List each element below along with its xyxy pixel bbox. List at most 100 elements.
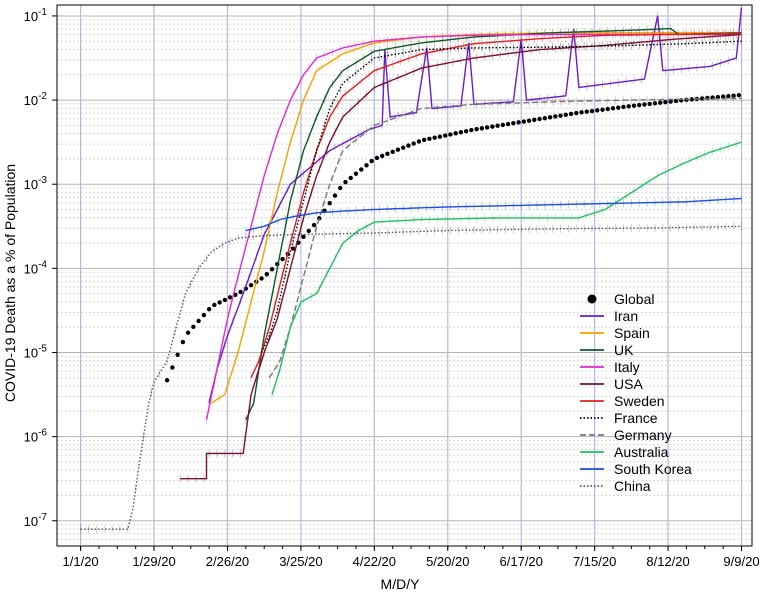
y-tick-label: 10-1 (24, 7, 48, 24)
point-global (610, 106, 616, 111)
point-global (500, 122, 506, 128)
point-global (390, 149, 395, 154)
point-global (479, 126, 485, 131)
point-global (600, 107, 605, 112)
y-tick-label: 10-2 (24, 91, 48, 108)
legend-item-italy: Italy (580, 359, 640, 375)
point-global (469, 127, 474, 133)
point-global (180, 339, 186, 345)
line-usa (180, 33, 742, 480)
legend-item-germany: Germany (580, 427, 672, 443)
series-global (164, 93, 742, 383)
point-global (532, 117, 537, 123)
point-global (568, 111, 574, 117)
point-global (616, 105, 621, 110)
point-global (448, 132, 453, 137)
point-global (442, 133, 448, 138)
plot-frame (56, 4, 753, 547)
point-global (537, 116, 542, 122)
x-tick-label: 2/26/20 (206, 554, 249, 569)
legend-label: China (614, 478, 651, 494)
point-global (495, 123, 500, 128)
point-global (196, 318, 201, 324)
point-global (185, 330, 191, 335)
point-global (463, 128, 469, 134)
point-global (642, 102, 647, 107)
point-global (516, 120, 521, 125)
point-global (511, 121, 516, 126)
point-global (416, 139, 422, 144)
point-global (327, 200, 332, 206)
point-global (301, 234, 306, 239)
point-global (332, 193, 338, 198)
point-global (658, 100, 663, 105)
point-global (432, 135, 437, 140)
x-tick-label: 5/20/20 (426, 554, 469, 569)
point-global (400, 145, 406, 150)
grid (57, 5, 752, 546)
legend-label: Germany (614, 427, 672, 443)
legend-label: South Korea (614, 461, 692, 477)
point-global (238, 289, 243, 295)
point-global (574, 110, 579, 116)
point-global (269, 266, 275, 272)
x-tick-label: 6/17/20 (500, 554, 543, 569)
point-global (731, 93, 736, 98)
point-global (626, 104, 631, 109)
y-tick-label: 10-6 (24, 428, 48, 445)
point-global (621, 104, 626, 110)
point-global (584, 109, 589, 114)
x-tick-label: 7/15/20 (573, 554, 616, 569)
point-global (380, 153, 385, 159)
point-global (668, 99, 673, 104)
point-global (595, 108, 600, 113)
legend-marker (587, 294, 597, 304)
point-global (437, 134, 443, 139)
point-global (374, 155, 380, 161)
point-global (170, 365, 175, 370)
y-axis-title: COVID-19 Death as a % of Population (2, 164, 18, 402)
line-australia (271, 141, 742, 395)
point-global (406, 143, 411, 148)
line-germany (268, 97, 742, 379)
series-china (80, 222, 742, 534)
series-france (260, 37, 742, 357)
legend-item-iran: Iran (580, 308, 638, 324)
legend-label: Sweden (614, 393, 665, 409)
legend-label: Italy (614, 359, 640, 375)
point-global (217, 300, 222, 305)
point-global (248, 282, 254, 288)
legend-item-south-korea: South Korea (580, 461, 692, 477)
point-global (201, 312, 207, 318)
point-global (453, 131, 458, 136)
y-tick-label: 10-3 (24, 175, 48, 192)
point-global (306, 228, 311, 234)
legend-item-sweden: Sweden (580, 393, 665, 409)
point-global (206, 306, 212, 312)
point-global (348, 175, 353, 181)
point-global (558, 113, 563, 118)
legend-item-australia: Australia (580, 444, 669, 460)
line-spain (211, 32, 742, 404)
point-global (484, 125, 490, 130)
point-global (689, 97, 694, 102)
y-tick-label: 10-7 (24, 512, 48, 529)
series-australia (271, 139, 742, 399)
y-tick-label: 10-5 (24, 343, 48, 360)
line-uk (245, 27, 742, 421)
point-global (505, 121, 511, 127)
point-global (647, 101, 652, 107)
point-global (579, 110, 584, 115)
point-global (589, 108, 595, 114)
point-global (458, 130, 464, 135)
series-south-korea (245, 194, 742, 235)
point-global (631, 103, 637, 108)
point-global (652, 101, 658, 106)
x-tick-label: 8/12/20 (646, 554, 689, 569)
legend-label: Global (614, 291, 654, 307)
point-global (411, 141, 416, 146)
series-layer (80, 7, 743, 534)
y-tick-label: 10-4 (24, 259, 48, 276)
point-global (720, 94, 726, 99)
